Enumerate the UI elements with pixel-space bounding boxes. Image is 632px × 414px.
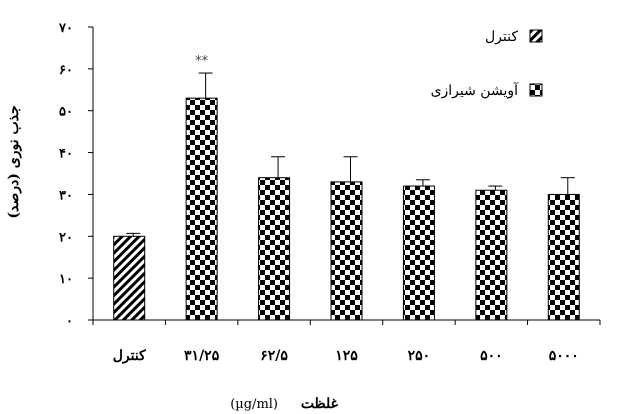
legend-swatch-extract [529,83,543,97]
y-tick-label: ۰ [66,314,73,329]
x-tick-label: ۶۲/۵ [260,348,288,364]
x-axis-title-unit: (µg/ml) [230,397,278,412]
y-tick-label: ۳۰ [59,188,73,203]
legend-label-control: کنترل [485,29,518,45]
legend: کنترل آویشن شیرازی [431,29,543,99]
legend-label-extract: آویشن شیرازی [431,81,520,99]
y-tick-label: ۱۰ [59,272,73,287]
bar-extract [475,189,508,321]
y-tick-label: ۷۰ [58,21,73,36]
y-tick-label: ۴۰ [59,147,73,162]
x-tick-label: کنترل [113,348,146,364]
bar-extract [547,193,580,321]
x-ticks: کنترل ۳۱/۲۵ ۶۲/۵ ۱۲۵ ۲۵۰ ۵۰۰ ۵۰۰۰ [92,320,601,364]
error-bars [126,72,575,237]
significance-annotation: ** [195,54,209,69]
x-axis-title-main: غلظت [301,396,339,412]
legend-swatch-control [529,29,543,43]
x-tick-label: ۳۱/۲۵ [184,348,220,364]
x-tick-label: ۲۵۰ [408,348,431,364]
y-ticks: ۰ ۱۰ ۲۰ ۳۰ ۴۰ ۵۰ ۶۰ ۷۰ [58,21,93,329]
x-tick-label: ۵۰۰۰ [549,348,579,364]
bars [113,97,580,321]
bar-extract [185,97,218,321]
y-tick-label: ۲۰ [59,230,73,245]
bar-extract [330,181,363,321]
y-axis-title: جذب نوری (درصد) [6,105,22,218]
x-axis-title: غلظت (µg/ml) [230,396,338,412]
bar-extract [258,177,291,321]
x-tick-label: ۵۰۰ [480,348,503,364]
bar-control [113,235,146,321]
bar-extract [402,185,435,321]
x-tick-label: ۱۲۵ [335,348,358,364]
y-tick-label: ۶۰ [59,63,73,78]
annotations: ** [195,54,209,69]
y-tick-label: ۵۰ [59,105,73,120]
